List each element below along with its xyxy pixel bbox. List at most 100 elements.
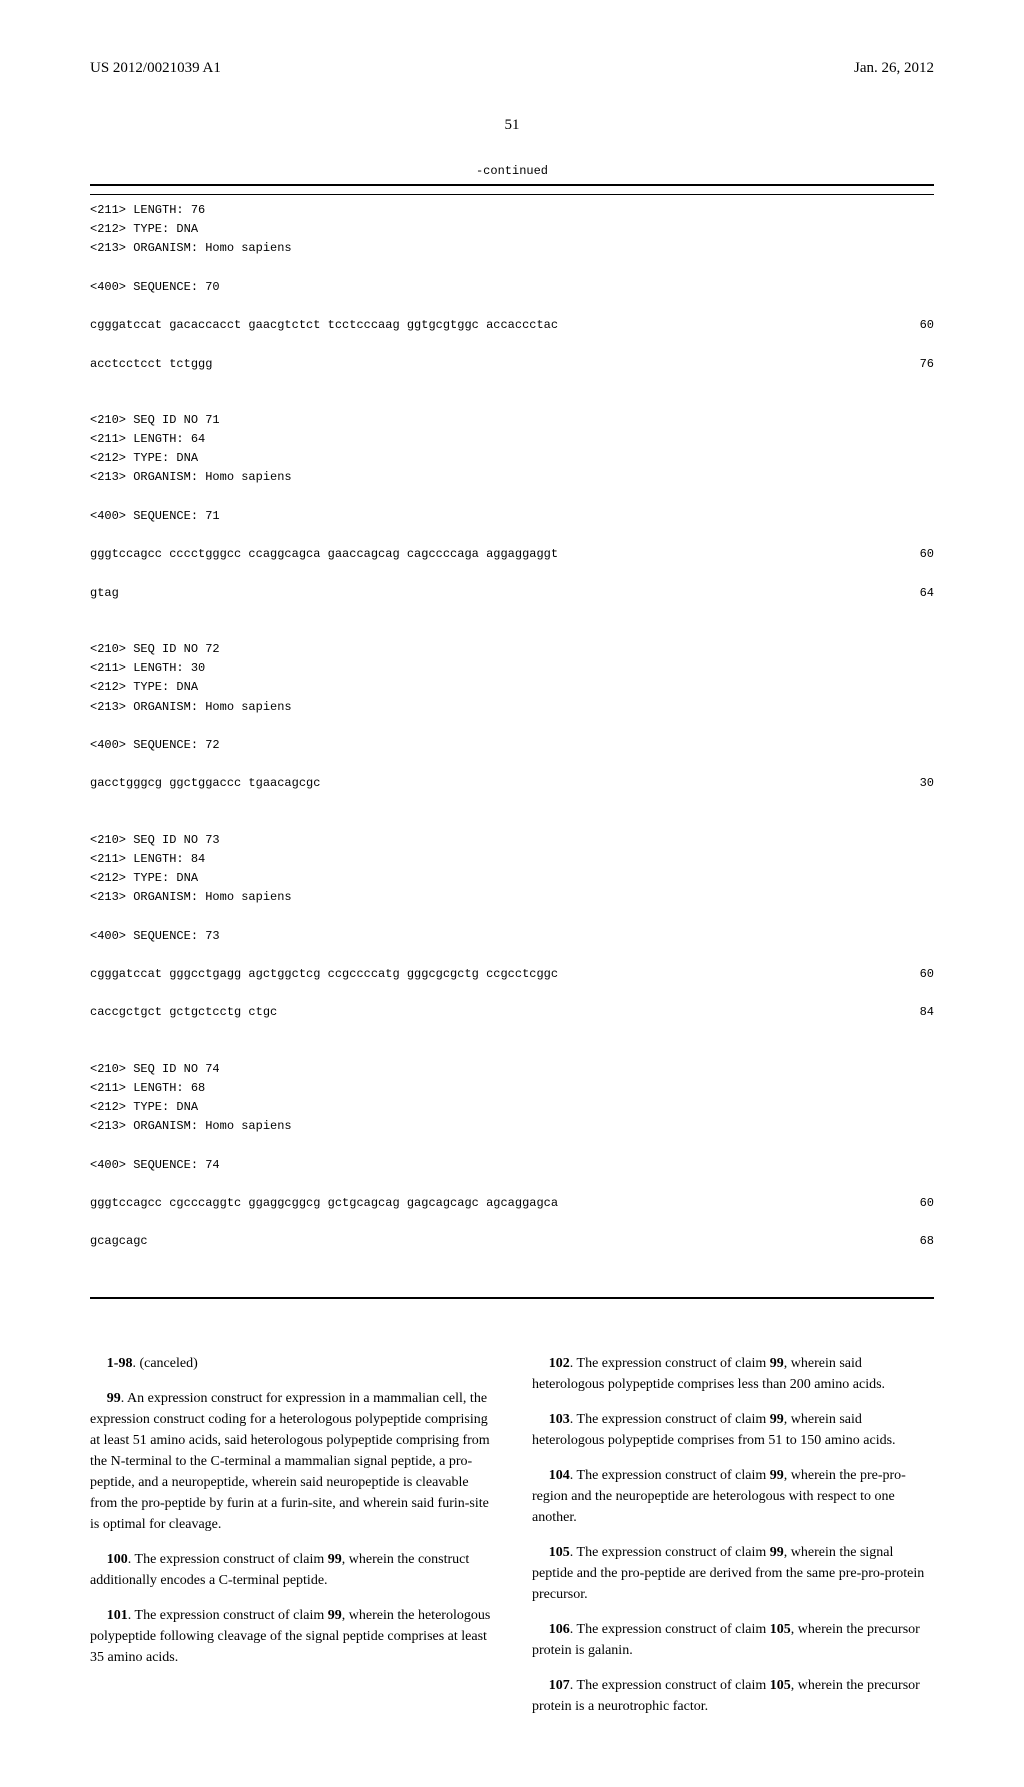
- sequence-meta-line: <211> LENGTH: 76: [90, 201, 934, 220]
- sequence-line: gtag 64: [90, 584, 934, 603]
- sequence-meta-line: <400> SEQUENCE: 71: [90, 507, 934, 526]
- sequence-meta-line: <211> LENGTH: 84: [90, 850, 934, 869]
- claim-text: . The expression construct of claim 105,…: [532, 1678, 920, 1714]
- sequence-meta-line: [90, 717, 934, 736]
- sequence-block: <210> SEQ ID NO 73<211> LENGTH: 84<212> …: [90, 831, 934, 1042]
- sequence-meta-line: <212> TYPE: DNA: [90, 449, 934, 468]
- sequence-line: gacctgggcg ggctggaccc tgaacagcgc 30: [90, 774, 934, 793]
- sequence-meta-line: <400> SEQUENCE: 74: [90, 1156, 934, 1175]
- sequence-meta-line: <210> SEQ ID NO 73: [90, 831, 934, 850]
- claim-text: . The expression construct of claim 99, …: [532, 1468, 906, 1525]
- sequence-position: 60: [920, 545, 934, 564]
- publication-number: US 2012/0021039 A1: [90, 60, 221, 77]
- sequence-meta-line: <400> SEQUENCE: 70: [90, 278, 934, 297]
- sequence-meta-line: <400> SEQUENCE: 72: [90, 736, 934, 755]
- sequence-meta-line: <211> LENGTH: 30: [90, 659, 934, 678]
- sequence-meta-line: <212> TYPE: DNA: [90, 869, 934, 888]
- claim: 105. The expression construct of claim 9…: [532, 1542, 934, 1605]
- claim-text: . The expression construct of claim 105,…: [532, 1622, 920, 1658]
- sequence-meta-line: <210> SEQ ID NO 72: [90, 640, 934, 659]
- claim-text: . The expression construct of claim 99, …: [532, 1356, 885, 1392]
- sequence-meta-line: <213> ORGANISM: Homo sapiens: [90, 239, 934, 258]
- claim: 1-98. (canceled): [90, 1353, 492, 1374]
- document-header: US 2012/0021039 A1 Jan. 26, 2012: [90, 60, 934, 77]
- sequence-text: gggtccagcc cgcccaggtc ggaggcggcg gctgcag…: [90, 1194, 558, 1213]
- sequence-line: acctcctcct tctggg 76: [90, 355, 934, 374]
- sequence-block: <211> LENGTH: 76<212> TYPE: DNA<213> ORG…: [90, 201, 934, 393]
- sequence-meta-line: <212> TYPE: DNA: [90, 1098, 934, 1117]
- sequence-line: caccgctgct gctgctcctg ctgc 84: [90, 1003, 934, 1022]
- claim: 100. The expression construct of claim 9…: [90, 1549, 492, 1591]
- claim-number: 105: [549, 1545, 570, 1560]
- claim: 107. The expression construct of claim 1…: [532, 1675, 934, 1717]
- claim-text: . The expression construct of claim 99, …: [532, 1412, 896, 1448]
- claim-number: 102: [549, 1356, 570, 1371]
- sequence-position: 76: [920, 355, 934, 374]
- claim-number: 103: [549, 1412, 570, 1427]
- claims-right-column: 102. The expression construct of claim 9…: [532, 1339, 934, 1727]
- claim-number: 99: [107, 1391, 121, 1406]
- sequence-line: cgggatccat gggcctgagg agctggctcg ccgcccc…: [90, 965, 934, 984]
- sequence-text: cgggatccat gacaccacct gaacgtctct tcctccc…: [90, 316, 558, 335]
- publication-date: Jan. 26, 2012: [854, 60, 934, 77]
- sequence-block: <210> SEQ ID NO 72<211> LENGTH: 30<212> …: [90, 640, 934, 813]
- claims-left-column: 1-98. (canceled) 99. An expression constr…: [90, 1339, 492, 1727]
- continued-label: -continued: [90, 164, 934, 184]
- claim-text: . The expression construct of claim 99, …: [90, 1608, 490, 1665]
- sequence-meta-line: <211> LENGTH: 64: [90, 430, 934, 449]
- sequence-text: gacctgggcg ggctggaccc tgaacagcgc: [90, 774, 320, 793]
- sequence-position: 64: [920, 584, 934, 603]
- claim: 103. The expression construct of claim 9…: [532, 1409, 934, 1451]
- sequence-listing: <211> LENGTH: 76<212> TYPE: DNA<213> ORG…: [90, 184, 934, 1299]
- claim-number: 104: [549, 1468, 570, 1483]
- sequence-meta-line: <213> ORGANISM: Homo sapiens: [90, 888, 934, 907]
- sequence-meta-line: [90, 488, 934, 507]
- sequence-position: 68: [920, 1232, 934, 1251]
- sequence-meta-line: <210> SEQ ID NO 71: [90, 411, 934, 430]
- claim-text: . (canceled): [132, 1356, 197, 1371]
- sequence-position: 60: [920, 965, 934, 984]
- sequence-position: 30: [920, 774, 934, 793]
- sequence-meta-line: <400> SEQUENCE: 73: [90, 927, 934, 946]
- claims-section: 1-98. (canceled) 99. An expression constr…: [90, 1339, 934, 1727]
- sequence-meta-line: <213> ORGANISM: Homo sapiens: [90, 468, 934, 487]
- sequence-meta-line: [90, 907, 934, 926]
- sequence-text: acctcctcct tctggg: [90, 355, 212, 374]
- sequence-meta-line: <212> TYPE: DNA: [90, 220, 934, 239]
- claim: 102. The expression construct of claim 9…: [532, 1353, 934, 1395]
- claim: 99. An expression construct for expressi…: [90, 1388, 492, 1535]
- sequence-meta-line: <210> SEQ ID NO 74: [90, 1060, 934, 1079]
- sequence-text: gggtccagcc cccctgggcc ccaggcagca gaaccag…: [90, 545, 558, 564]
- sequence-text: gtag: [90, 584, 119, 603]
- claim: 106. The expression construct of claim 1…: [532, 1619, 934, 1661]
- sequence-meta-line: <211> LENGTH: 68: [90, 1079, 934, 1098]
- sequence-text: gcagcagc: [90, 1232, 148, 1251]
- sequence-line: gggtccagcc cgcccaggtc ggaggcggcg gctgcag…: [90, 1194, 934, 1213]
- sequence-line: gcagcagc 68: [90, 1232, 934, 1251]
- sequence-block: <210> SEQ ID NO 74<211> LENGTH: 68<212> …: [90, 1060, 934, 1271]
- claim: 104. The expression construct of claim 9…: [532, 1465, 934, 1528]
- sequence-position: 60: [920, 316, 934, 335]
- claim-number: 101: [107, 1608, 128, 1623]
- sequence-line: cgggatccat gacaccacct gaacgtctct tcctccc…: [90, 316, 934, 335]
- claim-text: . The expression construct of claim 99, …: [90, 1552, 469, 1588]
- claim-number: 1-98: [107, 1356, 133, 1371]
- sequence-meta-line: [90, 259, 934, 278]
- sequence-position: 60: [920, 1194, 934, 1213]
- claim-number: 100: [107, 1552, 128, 1567]
- sequence-line: gggtccagcc cccctgggcc ccaggcagca gaaccag…: [90, 545, 934, 564]
- sequence-meta-line: <213> ORGANISM: Homo sapiens: [90, 1117, 934, 1136]
- sequence-meta-line: <212> TYPE: DNA: [90, 678, 934, 697]
- sequence-position: 84: [920, 1003, 934, 1022]
- sequence-meta-line: [90, 1136, 934, 1155]
- sequence-text: caccgctgct gctgctcctg ctgc: [90, 1003, 277, 1022]
- sequence-text: cgggatccat gggcctgagg agctggctcg ccgcccc…: [90, 965, 558, 984]
- claim: 101. The expression construct of claim 9…: [90, 1605, 492, 1668]
- sequence-block: <210> SEQ ID NO 71<211> LENGTH: 64<212> …: [90, 411, 934, 622]
- page-number: 51: [90, 117, 934, 134]
- claim-text: . The expression construct of claim 99, …: [532, 1545, 924, 1602]
- claim-text: . An expression construct for expression…: [90, 1391, 490, 1532]
- claim-number: 107: [549, 1678, 570, 1693]
- claim-number: 106: [549, 1622, 570, 1637]
- sequence-meta-line: <213> ORGANISM: Homo sapiens: [90, 698, 934, 717]
